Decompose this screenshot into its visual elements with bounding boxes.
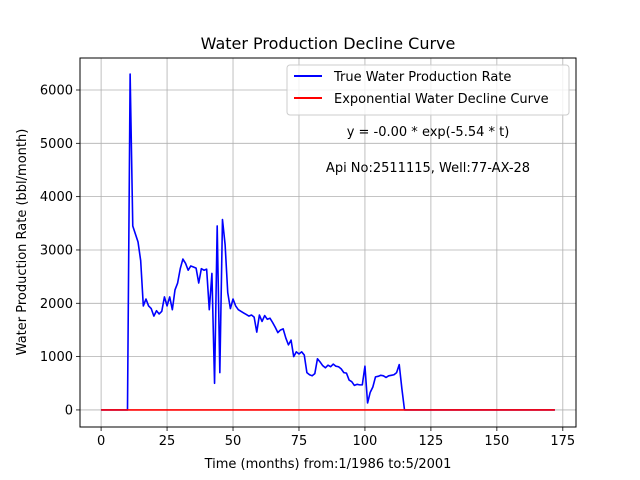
well-annotation: Api No:2511115, Well:77-AX-28 <box>326 161 530 176</box>
chart-title: Water Production Decline Curve <box>201 34 456 53</box>
x-tick-label: 175 <box>550 434 575 449</box>
x-tick-label: 150 <box>484 434 509 449</box>
legend-label-exponential-curve: Exponential Water Decline Curve <box>334 92 549 107</box>
y-tick-label: 4000 <box>40 190 73 205</box>
equation-annotation: y = -0.00 * exp(-5.54 * t) <box>347 125 510 140</box>
y-tick-label: 6000 <box>40 83 73 98</box>
legend-box <box>286 64 570 116</box>
y-tick-label: 5000 <box>40 137 73 152</box>
y-tick-label: 3000 <box>40 243 73 258</box>
y-axis-label: Water Production Rate (bbl/month) <box>15 129 30 356</box>
true-water-production-rate-line <box>101 73 555 411</box>
x-tick-label: 75 <box>291 434 308 449</box>
y-tick-label: 1000 <box>40 350 73 365</box>
x-tick-label: 125 <box>418 434 443 449</box>
x-tick-label: 0 <box>97 434 105 449</box>
x-tick-label: 50 <box>225 434 242 449</box>
x-axis-label: Time (months) from:1/1986 to:5/2001 <box>204 457 452 472</box>
legend: True Water Production Rate Exponential W… <box>286 64 570 116</box>
y-tick-label: 0 <box>65 403 73 418</box>
legend-label-true-rate: True Water Production Rate <box>333 70 511 85</box>
plot-frame <box>79 57 577 428</box>
ticks: 0 25 50 75 100 125 150 175 0 1000 2000 3000 4000 5000… <box>40 83 575 449</box>
y-tick-label: 2000 <box>40 297 73 312</box>
x-tick-label: 25 <box>159 434 176 449</box>
series-group <box>101 73 555 411</box>
x-tick-label: 100 <box>353 434 378 449</box>
